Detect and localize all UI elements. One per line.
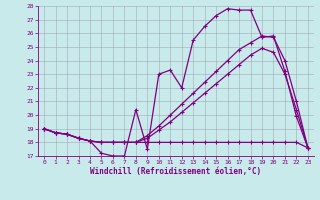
X-axis label: Windchill (Refroidissement éolien,°C): Windchill (Refroidissement éolien,°C) (91, 167, 261, 176)
